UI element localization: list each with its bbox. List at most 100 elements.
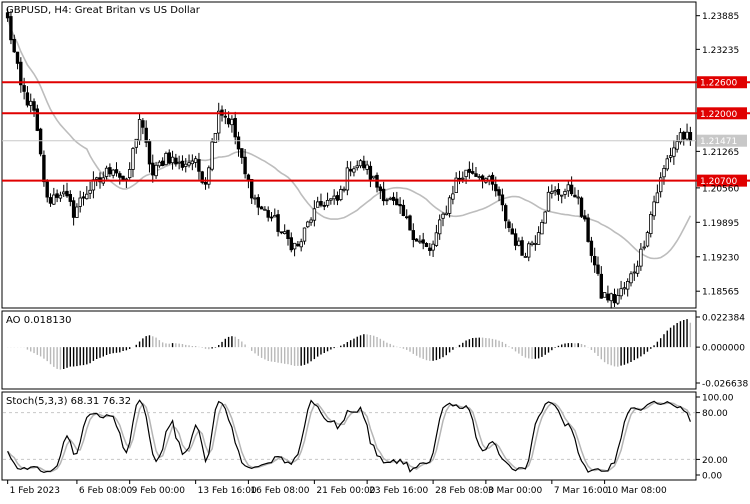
candle[interactable] (609, 292, 613, 309)
candle[interactable] (306, 220, 310, 229)
candle[interactable] (9, 10, 13, 45)
candle[interactable] (286, 229, 290, 246)
candle[interactable] (573, 187, 577, 198)
candle[interactable] (114, 162, 119, 177)
candle[interactable] (52, 187, 56, 205)
candle[interactable] (230, 115, 234, 133)
candle[interactable] (299, 238, 303, 252)
candle[interactable] (62, 184, 66, 197)
candle[interactable] (381, 181, 386, 206)
candle[interactable] (55, 189, 59, 203)
candle[interactable] (553, 186, 557, 196)
candle[interactable] (104, 165, 109, 180)
candle[interactable] (507, 219, 511, 233)
candle[interactable] (58, 191, 63, 202)
candle[interactable] (177, 155, 181, 170)
candle[interactable] (78, 190, 82, 213)
candle[interactable] (127, 162, 132, 180)
candle[interactable] (527, 241, 531, 262)
candle[interactable] (566, 180, 570, 197)
candle[interactable] (517, 237, 521, 247)
candle[interactable] (678, 128, 683, 145)
candle[interactable] (332, 189, 336, 205)
candle[interactable] (45, 179, 49, 203)
candle[interactable] (355, 160, 359, 171)
candle[interactable] (5, 8, 10, 22)
candle[interactable] (131, 147, 135, 178)
candle[interactable] (309, 217, 313, 226)
candle[interactable] (160, 157, 165, 167)
candle[interactable] (500, 188, 505, 212)
candle[interactable] (602, 292, 607, 298)
candle[interactable] (243, 149, 247, 179)
candle[interactable] (503, 203, 508, 229)
candle[interactable] (652, 195, 656, 220)
candle[interactable] (533, 235, 537, 251)
candle[interactable] (325, 192, 330, 208)
candle[interactable] (207, 165, 211, 189)
candle[interactable] (88, 181, 92, 199)
candle[interactable] (203, 177, 208, 190)
candle[interactable] (329, 198, 333, 205)
candle[interactable] (626, 278, 630, 297)
candle[interactable] (470, 162, 475, 175)
candle[interactable] (395, 191, 399, 206)
candle[interactable] (68, 190, 72, 207)
candle[interactable] (151, 154, 155, 183)
candle[interactable] (279, 231, 284, 235)
candle[interactable] (19, 57, 23, 93)
candle[interactable] (536, 226, 541, 245)
candle[interactable] (170, 150, 175, 170)
candle[interactable] (497, 186, 501, 202)
candle[interactable] (339, 185, 343, 202)
candle[interactable] (213, 132, 218, 143)
candle[interactable] (428, 243, 432, 256)
candle[interactable] (256, 194, 260, 216)
candle[interactable] (398, 197, 402, 214)
candle[interactable] (65, 182, 69, 198)
candle[interactable] (348, 161, 353, 177)
candle[interactable] (622, 282, 627, 295)
candle[interactable] (546, 186, 551, 212)
candle[interactable] (451, 185, 455, 205)
candle[interactable] (71, 197, 76, 226)
candle[interactable] (391, 192, 396, 206)
candle[interactable] (665, 155, 669, 172)
candle[interactable] (210, 138, 214, 172)
candle[interactable] (368, 161, 373, 188)
candle[interactable] (292, 242, 297, 257)
candle[interactable] (164, 151, 168, 166)
candle[interactable] (645, 230, 650, 248)
candle[interactable] (424, 242, 429, 248)
candle[interactable] (404, 209, 409, 220)
candle[interactable] (75, 203, 79, 218)
candle[interactable] (457, 170, 462, 185)
candle[interactable] (606, 285, 610, 303)
candle[interactable] (437, 214, 442, 240)
candle[interactable] (629, 271, 633, 287)
candle[interactable] (289, 232, 293, 253)
candle[interactable] (25, 86, 30, 108)
candle[interactable] (335, 191, 340, 206)
candle[interactable] (352, 166, 356, 177)
candle[interactable] (550, 184, 554, 199)
candle[interactable] (233, 111, 237, 145)
candle[interactable] (154, 161, 158, 179)
candle[interactable] (296, 241, 300, 247)
candle[interactable] (444, 205, 448, 216)
candle[interactable] (263, 206, 267, 211)
candle[interactable] (253, 194, 257, 205)
candle[interactable] (385, 197, 389, 205)
candle[interactable] (319, 193, 323, 208)
candle[interactable] (28, 93, 33, 113)
candle[interactable] (144, 120, 148, 148)
candle[interactable] (659, 172, 663, 198)
candle[interactable] (365, 160, 369, 175)
candle[interactable] (576, 189, 580, 205)
candle[interactable] (118, 171, 122, 185)
candle[interactable] (513, 228, 518, 251)
candle[interactable] (414, 238, 419, 242)
candle[interactable] (540, 219, 544, 235)
candle[interactable] (401, 199, 406, 217)
